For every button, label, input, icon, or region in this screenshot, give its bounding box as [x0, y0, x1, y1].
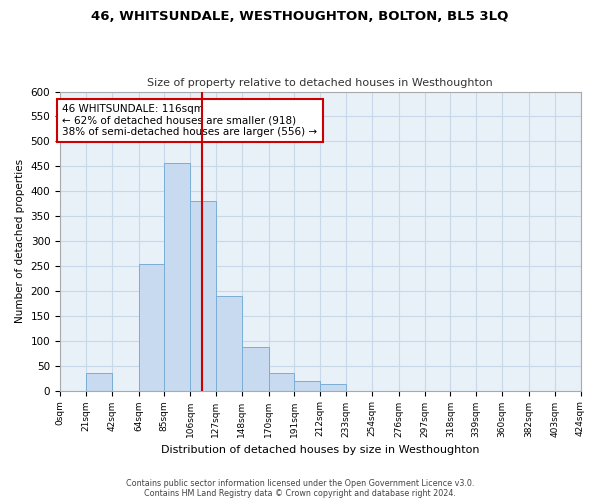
Bar: [295, 380, 320, 390]
Y-axis label: Number of detached properties: Number of detached properties: [15, 159, 25, 323]
Bar: [320, 384, 346, 390]
Text: Contains public sector information licensed under the Open Government Licence v3: Contains public sector information licen…: [126, 478, 474, 488]
Bar: [164, 163, 190, 390]
Text: 46, WHITSUNDALE, WESTHOUGHTON, BOLTON, BL5 3LQ: 46, WHITSUNDALE, WESTHOUGHTON, BOLTON, B…: [91, 10, 509, 23]
Text: 46 WHITSUNDALE: 116sqm
← 62% of detached houses are smaller (918)
38% of semi-de: 46 WHITSUNDALE: 116sqm ← 62% of detached…: [62, 104, 317, 137]
Bar: [242, 346, 269, 391]
Title: Size of property relative to detached houses in Westhoughton: Size of property relative to detached ho…: [148, 78, 493, 88]
Bar: [190, 201, 216, 390]
X-axis label: Distribution of detached houses by size in Westhoughton: Distribution of detached houses by size …: [161, 445, 479, 455]
Bar: [269, 373, 295, 390]
Bar: [139, 264, 164, 390]
Bar: [86, 373, 112, 390]
Bar: [216, 296, 242, 390]
Text: Contains HM Land Registry data © Crown copyright and database right 2024.: Contains HM Land Registry data © Crown c…: [144, 488, 456, 498]
